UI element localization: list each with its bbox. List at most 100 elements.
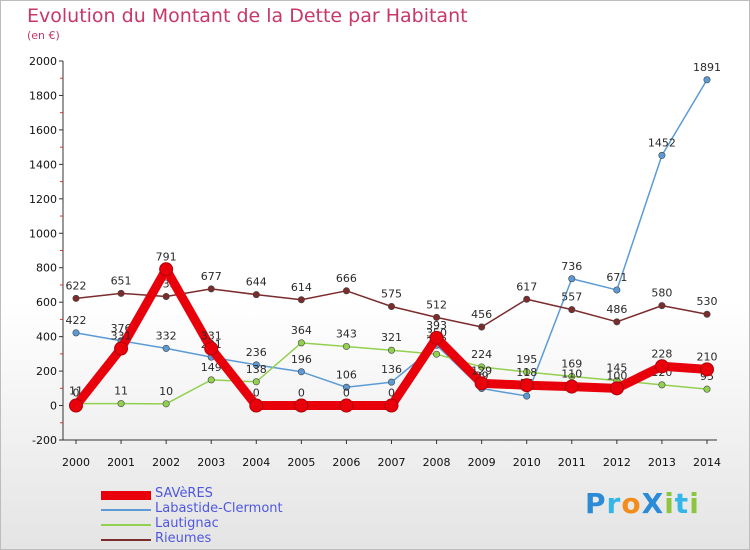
data-point	[523, 295, 531, 303]
data-label: 0	[298, 387, 305, 400]
data-point	[159, 262, 174, 277]
legend-label: SAVèRES	[155, 486, 213, 501]
data-point	[703, 310, 711, 318]
data-label: 671	[606, 271, 627, 284]
data-point	[342, 342, 350, 350]
series-lautignac: 1111101491383643433212982241951691451209…	[69, 324, 714, 408]
y-tick-label: 0	[50, 400, 57, 413]
data-label: 331	[111, 330, 132, 343]
y-tick-label: 2000	[29, 55, 57, 68]
data-label: 100	[606, 369, 627, 382]
logo-letter: t	[674, 487, 690, 520]
legend-label: Labastide-Clermont	[155, 501, 283, 516]
data-label: 129	[471, 364, 492, 377]
data-point	[114, 341, 129, 356]
data-point	[342, 383, 350, 391]
x-tick-label: 2013	[648, 456, 676, 469]
data-label: 557	[561, 291, 582, 304]
data-point	[613, 286, 621, 294]
data-label: 136	[381, 363, 402, 376]
data-point	[568, 306, 576, 314]
data-point	[387, 378, 395, 386]
data-point	[252, 291, 260, 299]
data-point	[297, 296, 305, 304]
legend-swatch	[101, 509, 151, 511]
x-tick-label: 2011	[558, 456, 586, 469]
data-point	[568, 275, 576, 283]
data-label: 149	[201, 361, 222, 374]
data-point	[294, 398, 309, 413]
data-point	[433, 313, 441, 321]
chart-title: Evolution du Montant de la Dette par Hab…	[27, 5, 468, 27]
x-tick-label: 2001	[107, 456, 135, 469]
data-point	[703, 76, 711, 84]
data-point	[433, 350, 441, 358]
data-point	[204, 341, 219, 356]
legend-label: Lautignac	[155, 516, 219, 531]
data-label: 0	[73, 387, 80, 400]
data-point	[658, 151, 666, 159]
data-label: 666	[336, 272, 357, 285]
data-point	[252, 378, 260, 386]
logo-letter: r	[606, 487, 622, 520]
data-point	[162, 292, 170, 300]
x-tick-label: 2014	[693, 456, 721, 469]
data-point	[117, 289, 125, 297]
data-label: 1452	[648, 136, 676, 149]
x-tick-label: 2012	[603, 456, 631, 469]
data-label: 736	[561, 260, 582, 273]
data-point	[474, 376, 489, 391]
data-label: 614	[291, 281, 312, 294]
data-point	[72, 329, 80, 337]
x-tick-label: 2010	[513, 456, 541, 469]
data-point	[700, 362, 714, 377]
data-label: 321	[381, 331, 402, 344]
chart-subtitle: (en €)	[27, 29, 60, 42]
data-point	[658, 381, 666, 389]
data-label: 617	[516, 280, 537, 293]
y-tick-label: 800	[36, 262, 57, 275]
data-label: 580	[651, 287, 672, 300]
data-point	[387, 302, 395, 310]
data-point	[69, 398, 83, 413]
x-tick-label: 2007	[378, 456, 406, 469]
data-label: 11	[114, 385, 128, 398]
data-label: 224	[471, 348, 492, 361]
data-point	[658, 302, 666, 310]
data-label: 195	[516, 353, 537, 366]
data-label: 1891	[693, 61, 721, 74]
data-label: 393	[426, 319, 447, 332]
data-point	[72, 294, 80, 302]
data-label: 210	[697, 350, 718, 363]
x-tick-label: 2009	[468, 456, 496, 469]
data-label: 236	[246, 346, 267, 359]
data-point	[478, 363, 486, 371]
data-point	[387, 346, 395, 354]
data-point	[654, 359, 669, 374]
data-label: 422	[66, 314, 87, 327]
y-tick-label: 200	[36, 365, 57, 378]
data-point	[429, 330, 444, 345]
x-tick-label: 2008	[423, 456, 451, 469]
data-label: 575	[381, 287, 402, 300]
data-point	[703, 385, 711, 393]
data-point	[249, 398, 264, 413]
y-tick-label: 1400	[29, 158, 57, 171]
data-point	[519, 378, 534, 393]
data-point	[478, 323, 486, 331]
data-label: 196	[291, 353, 312, 366]
data-label: 343	[336, 327, 357, 340]
logo-letter: i	[664, 487, 675, 520]
legend-swatch	[101, 524, 151, 526]
data-label: 118	[516, 366, 537, 379]
legend-swatch	[101, 491, 151, 500]
y-tick-label: 1000	[29, 227, 57, 240]
x-tick-label: 2003	[197, 456, 225, 469]
y-tick-label: 1200	[29, 193, 57, 206]
data-label: 791	[156, 250, 177, 263]
data-label: 331	[201, 330, 222, 343]
data-label: 622	[66, 279, 87, 292]
data-label: 106	[336, 368, 357, 381]
